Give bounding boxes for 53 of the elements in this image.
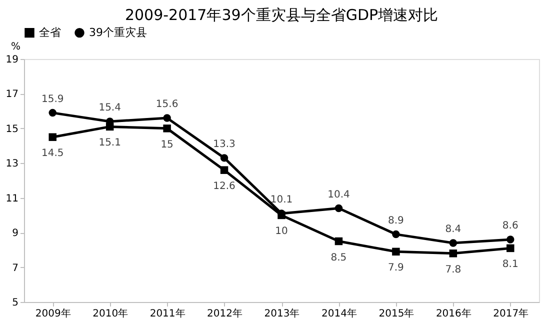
data-label: 12.6 — [213, 181, 236, 192]
chart-title: 2009-2017年39个重灾县与全省GDP增速对比 — [124, 6, 438, 24]
data-label: 15.9 — [41, 94, 64, 105]
x-tick-label: 2014年 — [321, 308, 357, 320]
y-tick-label: 5 — [12, 298, 18, 308]
data-label: 15 — [160, 139, 174, 150]
x-tick-label: 2012年 — [207, 308, 243, 320]
data-label: 15.4 — [98, 102, 121, 114]
y-axis-title: % — [10, 42, 20, 52]
data-label: 15.1 — [98, 138, 121, 149]
point — [163, 124, 171, 132]
y-tick-label: 17 — [6, 89, 18, 100]
data-label: 8.1 — [502, 259, 518, 270]
data-label: 14.5 — [41, 148, 64, 160]
x-tick-label: 2011年 — [150, 308, 186, 320]
x-tick-label: 2016年 — [436, 308, 472, 320]
x-tick-label: 2010年 — [92, 308, 128, 320]
x-tick-label: 2009年 — [35, 308, 71, 320]
y-tick-label: 15 — [6, 124, 18, 135]
point — [334, 237, 343, 246]
point — [392, 230, 400, 238]
data-label: 8.6 — [502, 220, 518, 232]
point — [392, 248, 400, 256]
point — [334, 204, 343, 212]
data-label: 8.4 — [445, 224, 462, 235]
x-tick-label: 2013年 — [264, 308, 300, 320]
data-label: 7.9 — [388, 262, 404, 274]
point — [506, 236, 514, 244]
point — [449, 239, 458, 247]
point — [48, 108, 56, 117]
point — [220, 166, 228, 174]
point — [48, 133, 56, 141]
point — [506, 244, 514, 252]
data-label: 7.8 — [445, 264, 462, 276]
data-label: 10.4 — [328, 189, 350, 200]
data-label: 13.3 — [213, 138, 236, 150]
y-tick-label: 11 — [6, 193, 18, 204]
y-tick-label: 7 — [12, 262, 18, 274]
point — [220, 154, 228, 162]
data-label: 8.5 — [330, 252, 347, 264]
y-tick-label: 13 — [6, 158, 18, 170]
y-tick-label: 9 — [12, 228, 18, 240]
data-label: 10.1 — [270, 194, 293, 206]
point — [449, 250, 458, 258]
data-label: 15.6 — [156, 99, 178, 110]
legend-label: 全省 — [39, 26, 61, 39]
x-tick-label: 2015年 — [378, 308, 414, 320]
y-tick-label: 19 — [6, 54, 18, 66]
data-label: 10 — [275, 226, 288, 238]
legend-label: 39个重灾县 — [89, 26, 147, 39]
x-tick-label: 2017年 — [493, 308, 529, 320]
data-label: 8.9 — [388, 215, 404, 226]
point — [163, 114, 171, 122]
